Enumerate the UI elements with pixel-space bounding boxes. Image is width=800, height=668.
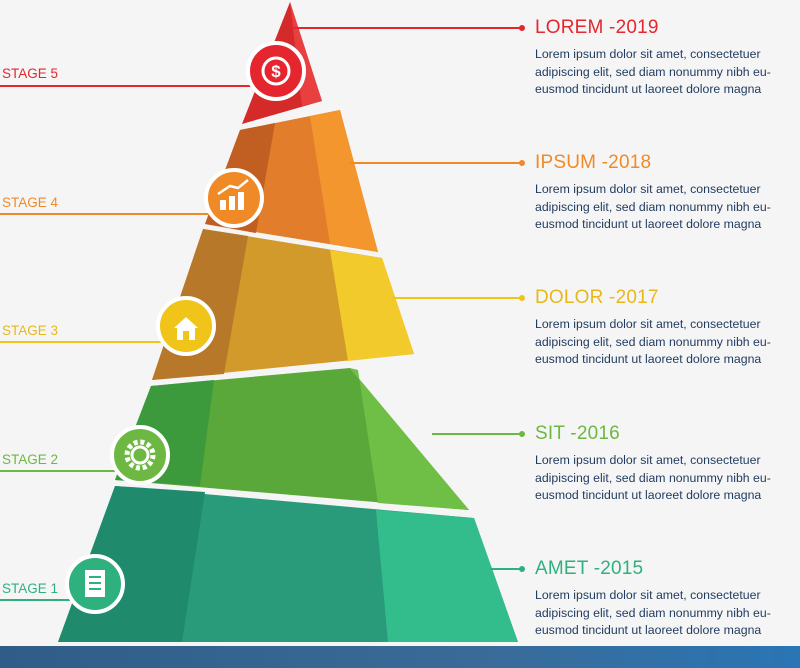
footer-bar: [0, 646, 800, 668]
stage-5-description: Lorem ipsum dolor sit amet, consectetuer…: [535, 47, 771, 96]
left-leader-lines: [0, 85, 262, 601]
stage-2-description: Lorem ipsum dolor sit amet, consectetuer…: [535, 453, 771, 502]
house-icon: [156, 296, 216, 356]
svg-text:$: $: [271, 62, 281, 81]
stage-3-description: Lorem ipsum dolor sit amet, consectetuer…: [535, 317, 771, 366]
pyramid-tier-1: [58, 486, 518, 642]
gear-icon: [110, 425, 170, 485]
document-icon: [65, 554, 125, 614]
pyramid-tier-2: [115, 368, 469, 510]
growth-chart-icon: [204, 168, 264, 228]
stage-3-label: STAGE 3: [2, 323, 59, 338]
stage-4-label: STAGE 4: [2, 195, 59, 210]
stage-1-title: AMET -2015: [535, 558, 644, 579]
stage-4-title: IPSUM -2018: [535, 152, 652, 173]
stage-4-description: Lorem ipsum dolor sit amet, consectetuer…: [535, 182, 771, 231]
right-leader-lines: [291, 20, 525, 572]
stage-3-title: DOLOR -2017: [535, 287, 659, 308]
dollar-coin-icon: $: [246, 41, 306, 101]
stage-2-label: STAGE 2: [2, 452, 59, 467]
stage-5-title: LOREM -2019: [535, 17, 659, 38]
stage-2-title: SIT -2016: [535, 423, 620, 444]
stage-5-label: STAGE 5: [2, 66, 59, 81]
stage-1-description: Lorem ipsum dolor sit amet, consectetuer…: [535, 588, 771, 637]
stage-1-label: STAGE 1: [2, 581, 59, 596]
